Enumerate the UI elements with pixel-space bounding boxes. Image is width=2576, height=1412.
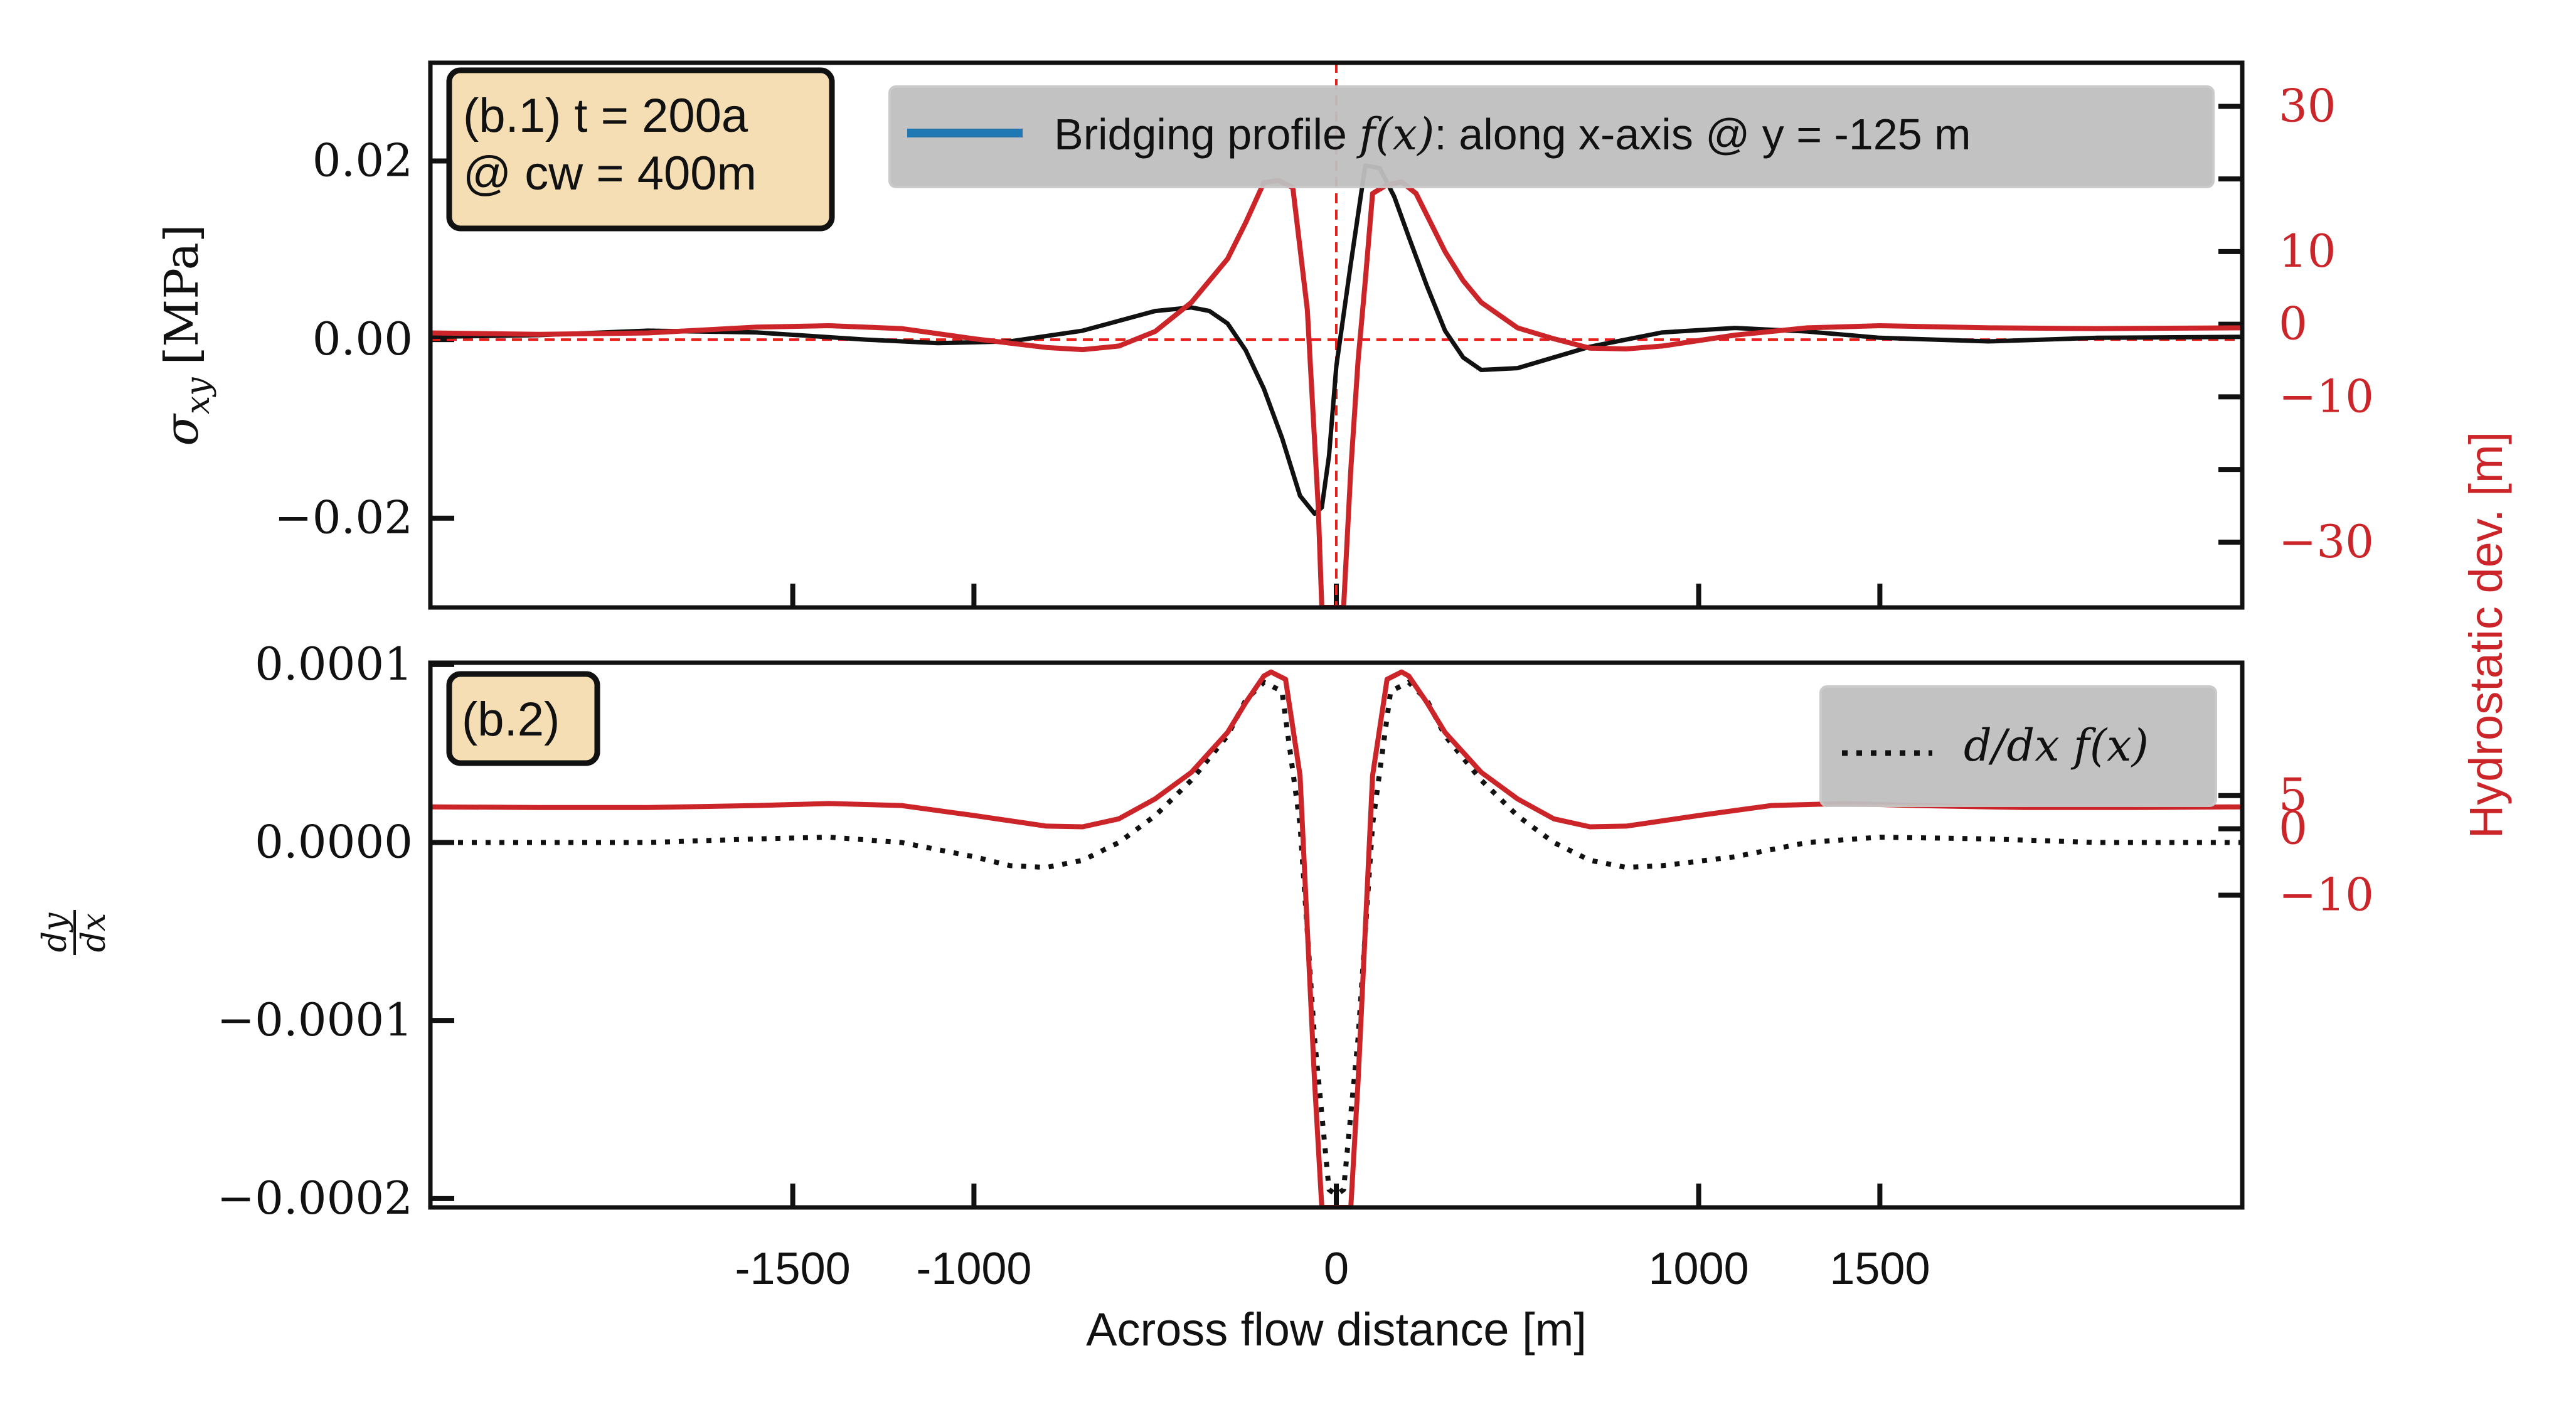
top-legend-math: f(x) [1356, 109, 1434, 160]
x-tick-label-3: 1000 [1649, 1244, 1749, 1294]
right-tick-label-bot-2: −10 [2279, 868, 2374, 921]
bot-series-1-hydrostatic-dev [430, 669, 2242, 1207]
top-legend-prefix: Bridging profile [1054, 110, 1359, 159]
bottom-annotation-text: (b.2) [462, 693, 560, 746]
y-tick-label-bot-2: −0.0001 [217, 993, 413, 1046]
top-series-0-left-axis [430, 163, 2242, 516]
x-tick-label-0: -1500 [735, 1244, 851, 1294]
bottom-legend-label: d/dx f(x) [1964, 720, 2149, 771]
top-annotation-box: (b.1) t = 200a @ cw = 400m [446, 67, 835, 232]
x-tick-label-4: 1500 [1829, 1244, 1930, 1294]
right-tick-label-bot-1: 0 [2279, 802, 2307, 855]
x-axis-title: Across flow distance [m] [1086, 1303, 1587, 1356]
top-series-1-hydrostatic-dev [430, 178, 2242, 607]
top-annotation-line2: @ cw = 400m [463, 147, 757, 200]
top-right-tick-labels: 30 10 0 −10 −30 [2279, 79, 2374, 567]
right-tick-label-top-2: 0 [2279, 297, 2307, 350]
bottom-series-group [430, 669, 2242, 1207]
y-tick-label-bot-3: −0.0002 [217, 1172, 413, 1224]
y-tick-label-bot-1: 0.0000 [255, 815, 413, 868]
right-tick-label-top-0: 30 [2279, 79, 2336, 132]
x-tick-label-1: -1000 [916, 1244, 1031, 1294]
bottom-legend: d/dx f(x) [1819, 685, 2217, 807]
bottom-ylabel: dy dx [36, 910, 113, 955]
x-tick-label-2: 0 [1324, 1244, 1349, 1294]
bottom-annotation-bg [446, 671, 600, 766]
top-annotation-bg [446, 67, 835, 232]
right-tick-label-top-3: −10 [2279, 370, 2374, 422]
bottom-ylabel-denominator: dx [75, 913, 113, 953]
bottom-right-tick-labels: 50 −10 [2279, 769, 2374, 921]
y-tick-label-bot-0: 0.0001 [255, 638, 413, 690]
bottom-plot-frame [428, 660, 2245, 1210]
right-tick-label-top-4: −30 [2279, 515, 2374, 568]
y-tick-label-top-2: −0.02 [274, 491, 413, 544]
top-plot-frame [428, 60, 2245, 610]
top-legend-bg [888, 85, 2215, 188]
top-left-tick-labels: 0.02 0.00 −0.02 [274, 134, 413, 544]
top-legend-label: Bridging profile f(x): along x-axis @ y … [1054, 109, 1971, 160]
top-legend-suffix: : along x-axis @ y = -125 m [1434, 110, 1971, 159]
top-ylabel-symbol: σ [155, 413, 209, 446]
panel-top: 0.02 0.00 −0.02 30 10 0 −10 −30 (b.1) t = 200a… [155, 60, 2374, 610]
bottom-legend-bg [1819, 685, 2217, 807]
bottom-ylabel-numerator: dy [36, 912, 74, 952]
bot-series-0-left-axis [430, 680, 2242, 1198]
y-tick-label-top-0: 0.02 [312, 134, 413, 187]
top-ylabel-sub: xy [179, 377, 217, 414]
top-ylabel: σxy [MPa] [155, 224, 217, 446]
top-legend: Bridging profile f(x): along x-axis @ y … [888, 85, 2215, 188]
top-annotation-line1: (b.1) t = 200a [463, 89, 748, 142]
right-tick-label-bot-0: 5 [2279, 769, 2307, 821]
bottom-x-tick-labels: -1500 -1000 0 1000 1500 [735, 1244, 1930, 1294]
right-ylabel: Hydrostatic dev. [m] [2460, 432, 2512, 838]
top-series-group [430, 163, 2242, 607]
y-tick-label-top-1: 0.00 [312, 313, 413, 365]
right-tick-label-top-1: 10 [2279, 225, 2336, 277]
bottom-left-tick-labels: 0.0001 0.0000 −0.0001 −0.0002 [217, 638, 413, 1224]
bottom-annotation-box: (b.2) [446, 671, 600, 766]
top-ylabel-unit: [MPa] [155, 224, 209, 365]
